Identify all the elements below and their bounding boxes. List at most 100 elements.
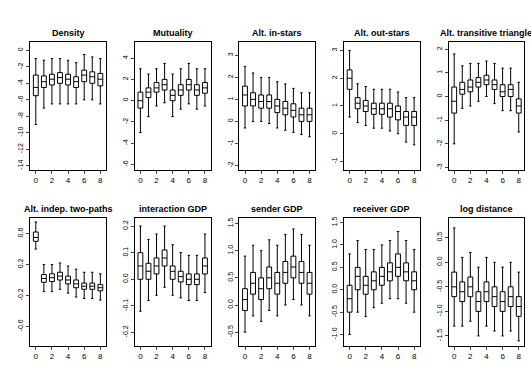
svg-text:0: 0: [243, 176, 248, 185]
svg-text:-0.2: -0.2: [122, 325, 129, 337]
svg-text:0: 0: [17, 47, 24, 51]
svg-text:4: 4: [484, 352, 489, 361]
svg-text:0.5: 0.5: [436, 232, 443, 242]
svg-text:0.2: 0.2: [122, 220, 129, 230]
svg-text:1: 1: [436, 70, 443, 74]
svg-text:interaction GDP: interaction GDP: [139, 204, 207, 214]
svg-text:0: 0: [243, 352, 248, 361]
svg-text:-6: -6: [122, 160, 129, 166]
svg-text:1: 1: [331, 103, 338, 107]
svg-text:1.5: 1.5: [331, 217, 338, 227]
svg-text:6: 6: [187, 352, 192, 361]
svg-text:1.5: 1.5: [227, 218, 234, 228]
svg-text:8: 8: [307, 352, 312, 361]
svg-text:-12: -12: [17, 143, 24, 153]
svg-text:0.5: 0.5: [331, 261, 338, 271]
svg-text:8: 8: [412, 176, 417, 185]
svg-text:-4: -4: [122, 139, 129, 145]
svg-text:2: 2: [468, 352, 473, 361]
svg-text:4: 4: [380, 352, 385, 361]
svg-text:-8: -8: [17, 112, 24, 118]
svg-text:6: 6: [291, 176, 296, 185]
svg-text:6: 6: [82, 176, 87, 185]
svg-text:-1: -1: [436, 116, 443, 122]
svg-text:Density: Density: [52, 28, 85, 38]
svg-text:0.5: 0.5: [227, 272, 234, 282]
svg-text:0: 0: [347, 176, 352, 185]
svg-text:4: 4: [275, 352, 280, 361]
svg-text:0.6: 0.6: [17, 228, 24, 238]
svg-text:8: 8: [307, 176, 312, 185]
svg-text:1: 1: [227, 96, 234, 100]
svg-text:-0.2: -0.2: [17, 288, 24, 300]
svg-text:-0.5: -0.5: [227, 325, 234, 337]
svg-text:-3: -3: [436, 163, 443, 169]
svg-text:-0.5: -0.5: [436, 280, 443, 292]
svg-text:1.0: 1.0: [227, 245, 234, 255]
svg-text:-2: -2: [122, 118, 129, 124]
svg-text:receiver GDP: receiver GDP: [353, 204, 410, 214]
svg-text:0: 0: [227, 118, 234, 122]
svg-text:0: 0: [34, 352, 39, 361]
svg-text:2: 2: [364, 352, 369, 361]
svg-text:2: 2: [50, 352, 55, 361]
svg-text:0.0: 0.0: [436, 256, 443, 266]
svg-text:8: 8: [412, 352, 417, 361]
svg-text:-2: -2: [227, 161, 234, 167]
svg-text:-1.0: -1.0: [436, 304, 443, 316]
svg-text:2: 2: [122, 76, 129, 80]
svg-text:-6: -6: [17, 96, 24, 102]
svg-text:0.0: 0.0: [227, 299, 234, 309]
svg-text:6: 6: [396, 352, 401, 361]
svg-text:-10: -10: [17, 127, 24, 137]
svg-text:4: 4: [380, 176, 385, 185]
svg-text:2: 2: [154, 352, 159, 361]
svg-text:Alt. indep. two-paths: Alt. indep. two-paths: [24, 204, 113, 214]
svg-text:3: 3: [227, 52, 234, 56]
svg-text:0: 0: [34, 176, 39, 185]
svg-text:2: 2: [259, 176, 264, 185]
svg-text:4: 4: [66, 176, 71, 185]
svg-text:6: 6: [500, 352, 505, 361]
svg-text:-0.6: -0.6: [17, 319, 24, 331]
svg-text:0: 0: [138, 352, 143, 361]
svg-text:sender GDP: sender GDP: [251, 204, 303, 214]
svg-text:8: 8: [203, 176, 208, 185]
svg-text:2: 2: [259, 352, 264, 361]
svg-text:1.0: 1.0: [331, 239, 338, 249]
svg-text:Alt. out-stars: Alt. out-stars: [354, 28, 410, 38]
svg-text:0.0: 0.0: [331, 284, 338, 294]
svg-text:6: 6: [187, 176, 192, 185]
svg-text:4: 4: [170, 176, 175, 185]
svg-text:0: 0: [347, 352, 352, 361]
svg-text:2: 2: [331, 75, 338, 79]
svg-text:-1.0: -1.0: [331, 327, 338, 339]
svg-text:2: 2: [364, 176, 369, 185]
svg-text:log distance: log distance: [460, 204, 513, 214]
svg-text:2: 2: [436, 46, 443, 50]
svg-text:0: 0: [452, 176, 457, 185]
svg-text:4: 4: [275, 176, 280, 185]
svg-text:-2: -2: [17, 63, 24, 69]
svg-text:0: 0: [331, 131, 338, 135]
svg-text:6: 6: [291, 352, 296, 361]
svg-text:0.0: 0.0: [122, 273, 129, 283]
svg-text:-1: -1: [331, 157, 338, 163]
svg-text:2: 2: [50, 176, 55, 185]
svg-text:-0.5: -0.5: [331, 305, 338, 317]
svg-text:-4: -4: [17, 79, 24, 85]
svg-text:4: 4: [484, 176, 489, 185]
svg-text:8: 8: [517, 352, 522, 361]
svg-text:4: 4: [122, 55, 129, 59]
svg-text:3: 3: [331, 47, 338, 51]
svg-text:0.2: 0.2: [17, 258, 24, 268]
svg-text:2: 2: [468, 176, 473, 185]
svg-text:6: 6: [396, 176, 401, 185]
svg-text:-14: -14: [17, 159, 24, 169]
svg-text:8: 8: [98, 176, 103, 185]
svg-text:8: 8: [98, 352, 103, 361]
svg-text:4: 4: [66, 352, 71, 361]
svg-text:-2: -2: [436, 140, 443, 146]
svg-text:0: 0: [436, 93, 443, 97]
svg-text:Alt. transitive triangle: Alt. transitive triangle: [440, 28, 531, 38]
